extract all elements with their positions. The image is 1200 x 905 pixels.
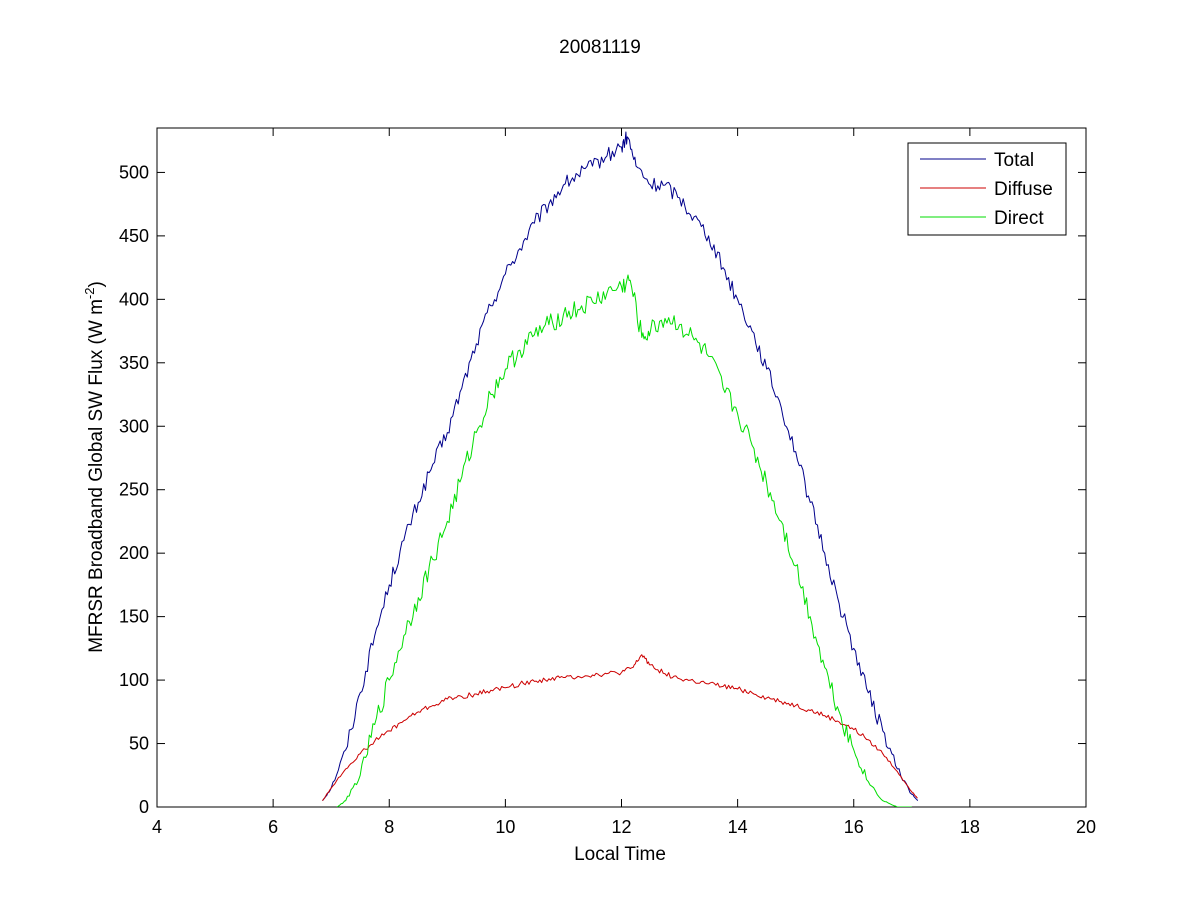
y-tick-label-9: 450: [119, 226, 149, 246]
x-tick-label-6: 16: [844, 817, 864, 837]
plot-area: [156, 127, 1087, 808]
legend-box: [907, 142, 1067, 236]
x-ticks: 4 6 8 10 12 14 16 18 20: [152, 128, 1096, 837]
y-tick-label-8: 400: [119, 289, 149, 309]
x-tick-label-2: 8: [384, 817, 394, 837]
x-tick-label-5: 14: [728, 817, 748, 837]
series-line-total: [322, 131, 919, 801]
y-axis-label-close: ): [86, 281, 107, 287]
chart-title: 20081119: [559, 37, 641, 58]
series-line-direct: [336, 274, 912, 807]
legend-label-total: Total: [994, 150, 1034, 171]
y-tick-label-3: 150: [119, 607, 149, 627]
axes: 4 6 8 10 12 14 16 18 20 0 50 100 150 200 250 300 350 400…: [119, 127, 1096, 837]
x-tick-label-3: 10: [495, 817, 515, 837]
y-ticks: 0 50 100 150 200 250 300 350 400 450 500: [119, 162, 1086, 817]
x-tick-label-8: 20: [1076, 817, 1096, 837]
y-tick-label-6: 300: [119, 416, 149, 436]
x-tick-label-7: 18: [960, 817, 980, 837]
y-tick-label-0: 0: [139, 797, 149, 817]
x-tick-label-0: 4: [152, 817, 162, 837]
legend-label-direct: Direct: [994, 208, 1044, 229]
y-tick-label-5: 250: [119, 480, 149, 500]
legend-label-diffuse: Diffuse: [994, 179, 1053, 200]
x-axis-label: Local Time: [574, 844, 666, 865]
y-tick-label-4: 200: [119, 543, 149, 563]
y-axis-label-main: MFRSR Broadband Global SW Flux (W m: [86, 299, 107, 653]
y-tick-label-7: 350: [119, 353, 149, 373]
y-axis-label: MFRSR Broadband Global SW Flux (W m-2): [82, 281, 107, 653]
y-axis-label-superscript: -2: [82, 288, 97, 300]
legend: Total Diffuse Direct: [907, 142, 1067, 236]
y-tick-label-2: 100: [119, 670, 149, 690]
series-group: [322, 131, 919, 807]
series-line-diffuse: [322, 654, 918, 801]
y-tick-label-1: 50: [129, 734, 149, 754]
y-tick-label-10: 500: [119, 162, 149, 182]
x-tick-label-1: 6: [268, 817, 278, 837]
x-tick-label-4: 12: [611, 817, 631, 837]
